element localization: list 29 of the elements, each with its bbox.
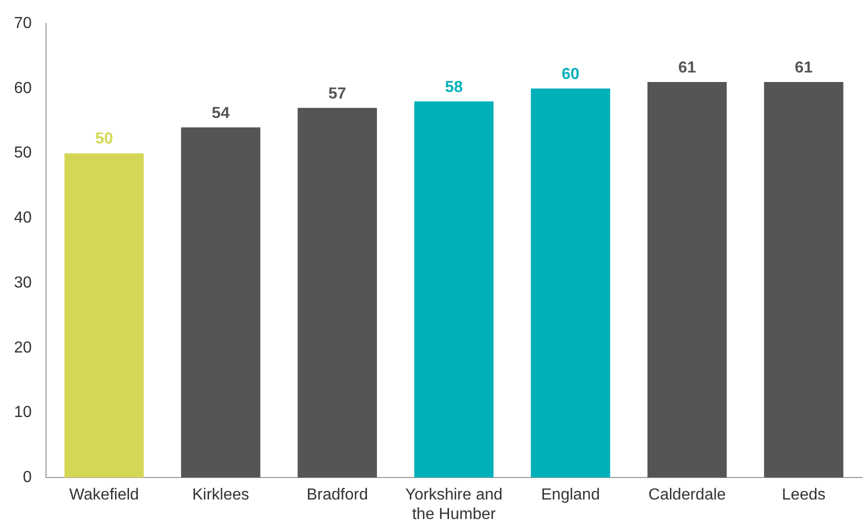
- x-tick-label: Wakefield: [69, 486, 139, 504]
- y-tick-label: 20: [14, 339, 32, 356]
- bar: [530, 88, 610, 478]
- bar: [414, 101, 494, 478]
- y-tick-label: 40: [14, 210, 32, 227]
- bar: [298, 108, 377, 478]
- bar: [181, 127, 260, 478]
- data-label: 50: [95, 130, 114, 148]
- data-label: 61: [678, 59, 696, 76]
- bar: [647, 82, 727, 478]
- x-tick-label: Calderdale: [648, 486, 726, 504]
- y-tick-label: 50: [14, 144, 32, 162]
- y-tick-label: 0: [22, 469, 32, 486]
- bar: [764, 82, 844, 478]
- x-tick-label: Bradford: [306, 486, 368, 504]
- y-tick-label: 10: [14, 404, 32, 422]
- data-label: 58: [445, 78, 463, 96]
- x-tick-label: Yorkshire and the Humber: [405, 486, 503, 523]
- y-tick-label: 70: [14, 15, 32, 32]
- x-tick-label: Kirklees: [192, 486, 250, 504]
- data-label: 60: [562, 66, 580, 83]
- x-tick-label: England: [541, 486, 600, 504]
- y-tick-label: 60: [14, 80, 32, 97]
- data-label: 57: [328, 85, 346, 102]
- data-label: 61: [794, 59, 813, 76]
- x-tick-label: Leeds: [782, 486, 826, 504]
- bar: [64, 153, 144, 478]
- data-label: 54: [212, 104, 230, 122]
- y-tick-label: 30: [14, 274, 32, 292]
